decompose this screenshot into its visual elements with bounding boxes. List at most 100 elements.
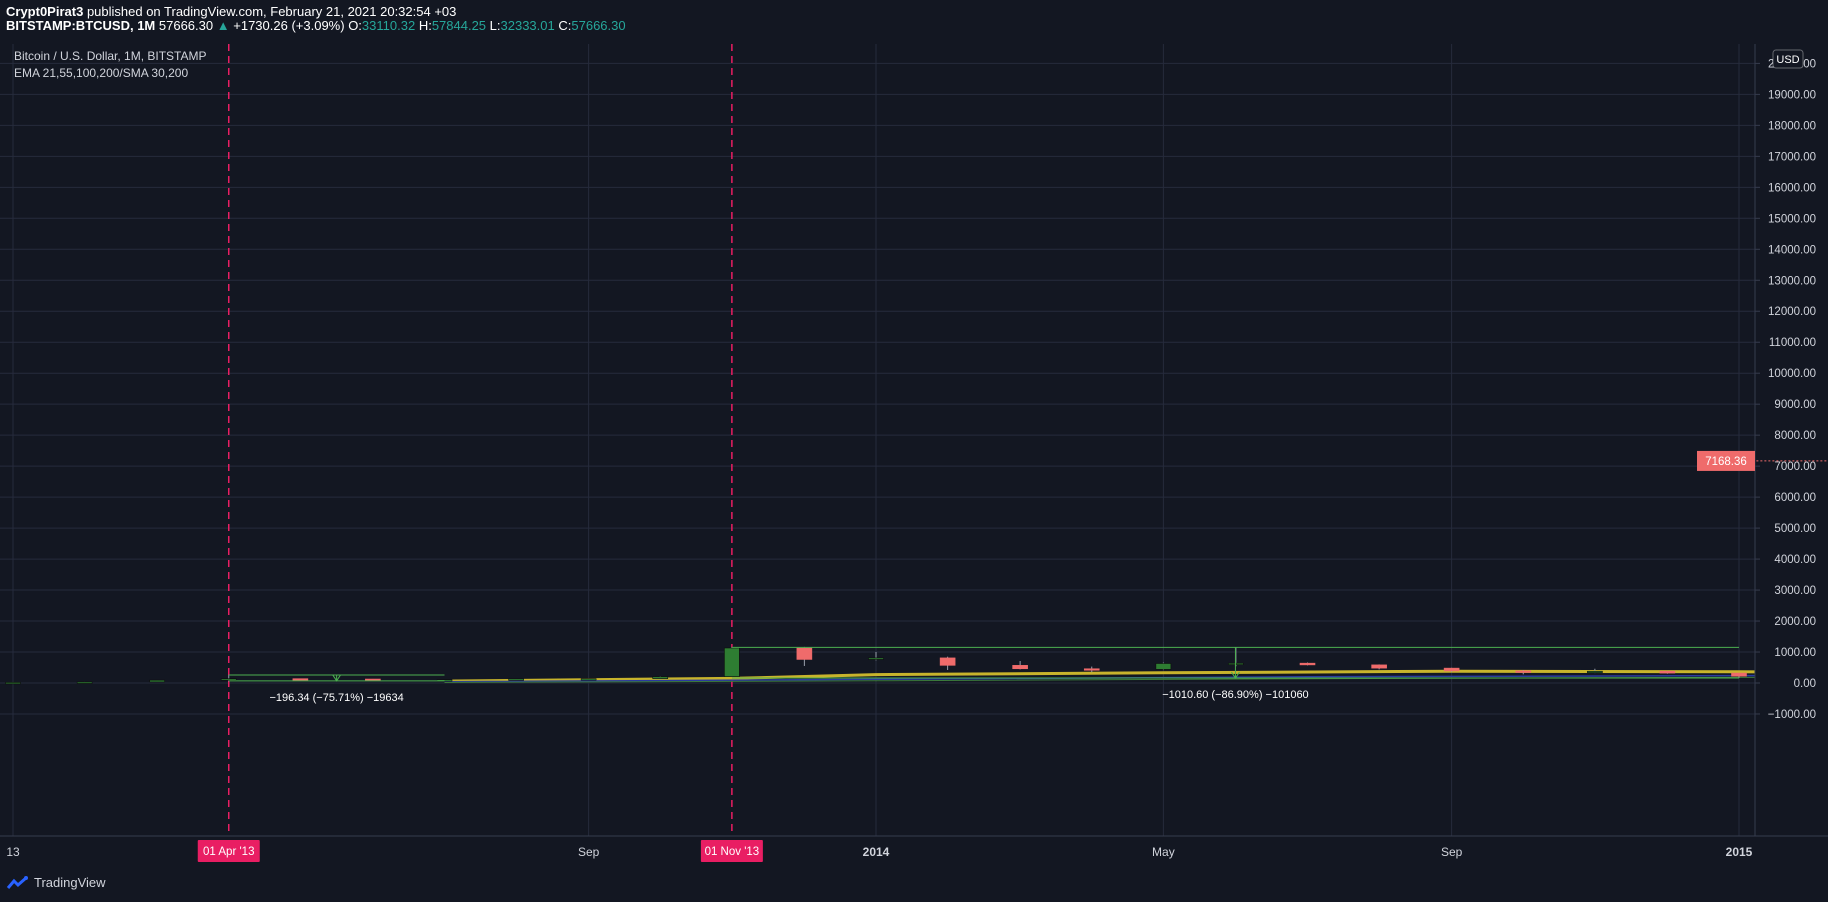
arrow-down-icon [332,674,342,682]
y-tick-label: 8000.00 [1774,430,1816,442]
date-marker-bg [197,840,260,862]
symbol-name: BITSTAMP:BTCUSD, 1M [6,18,156,33]
candle[interactable] [796,646,813,666]
chart-legend: Bitcoin / U.S. Dollar, 1M, BITSTAMP EMA … [14,49,207,80]
date-marker-bg [700,840,763,862]
last-price-badge: 7168.36 [1697,450,1828,471]
candle-body [652,676,669,679]
candle-body [1443,667,1460,672]
y-tick-label: 15000.00 [1768,213,1816,225]
candle-body [1299,662,1316,666]
candle-body [939,657,956,666]
legend-title: Bitcoin / U.S. Dollar, 1M, BITSTAMP [14,49,207,63]
candle[interactable] [292,678,309,681]
candle-body [292,678,309,681]
candle-body [580,678,597,681]
candle-body [149,679,165,683]
measurement-tool: −196.34 (−75.71%) −19634 [228,674,445,704]
legend-indicators: EMA 21,55,100,200/SMA 30,200 [14,66,188,80]
price-chart[interactable]: −196.34 (−75.71%) −19634 −1010.60 (−86.90… [0,44,1828,872]
candle-body [868,657,884,660]
candle[interactable] [652,676,669,680]
price-scale-background [1755,44,1828,836]
candle[interactable] [508,678,524,681]
chart-background [0,44,1828,872]
candle[interactable] [1659,670,1676,674]
date-marker-lines [228,44,733,836]
candle-body [5,682,21,685]
price-axis[interactable]: −1000.00 0.00 1000.00 2000.00 3000.00 4000.00… [1755,58,1816,721]
y-tick-label: −1000.00 [1768,709,1816,721]
candle[interactable] [1012,661,1028,670]
low-value: 32333.01 [500,18,555,33]
candle[interactable] [5,682,21,685]
candle-body [1515,670,1532,673]
y-tick-label: 12000.00 [1768,306,1816,318]
candle-body [724,647,740,677]
candle[interactable] [1587,668,1603,674]
candle[interactable] [1731,672,1747,678]
x-tick-label: 13 [6,845,20,859]
x-tick-label: Sep [1441,845,1463,859]
grid-lines [0,44,1755,836]
y-tick-label: 7000.00 [1774,461,1816,473]
last-price-label: 7168.36 [1705,456,1747,468]
candle-body [1587,670,1603,674]
y-tick-label: 6000.00 [1774,492,1816,504]
close-label: C: [558,18,572,33]
candle[interactable] [1299,662,1316,666]
currency-label: USD [1776,54,1799,66]
y-tick-label: 3000.00 [1774,585,1816,597]
y-tick-label: 19000.00 [1768,89,1816,101]
candle-body [1012,665,1028,670]
price-change: +1730.26 (+3.09%) [233,18,345,33]
x-tick-label: May [1152,845,1175,859]
candle[interactable] [724,647,740,677]
date-marker-badge: 01 Nov '13 [700,840,763,862]
tradingview-logo-icon [6,875,30,890]
measure-label: −196.34 (−75.71%) −19634 [269,692,403,704]
candle[interactable] [1155,662,1172,670]
high-value: 57844.25 [431,18,487,33]
candle[interactable] [1083,666,1100,673]
y-tick-label: 1000.00 [1774,647,1816,659]
candle[interactable] [868,652,884,661]
y-tick-label: 2000.00 [1774,616,1816,628]
currency-badge[interactable]: USD [1772,49,1804,69]
candle[interactable] [580,678,597,681]
candle-body [76,681,93,684]
y-tick-label: 14000.00 [1768,244,1816,256]
candle[interactable] [939,656,956,670]
candle[interactable] [1443,667,1460,673]
open-label: O: [348,18,362,33]
arrow-down-icon [1231,671,1240,679]
x-tick-label: 2014 [863,845,890,859]
candle[interactable] [1371,664,1387,670]
publish-line: Crypt0Pirat3 published on TradingView.co… [6,4,456,19]
close-value: 57666.30 [571,18,626,33]
open-value: 33110.32 [361,18,416,33]
footer-brand-label: TradingView [34,875,106,890]
measurement-tool: −1010.60 (−86.90%) −101060 [731,646,1739,701]
y-tick-label: 17000.00 [1768,151,1816,163]
candle-body [1083,668,1100,671]
published-text: published on TradingView.com, February 2… [86,4,457,19]
date-marker-label: 01 Nov '13 [705,846,760,858]
time-axis[interactable]: 13Sep2014MaySep2015MaySep2016MaySep2017M… [6,845,1828,859]
x-tick-label: 2015 [1726,845,1753,859]
measurements: −196.34 (−75.71%) −19634 −1010.60 (−86.90… [228,646,1739,704]
candle-body [1371,664,1387,669]
candle[interactable] [149,679,165,683]
date-marker-label: 01 Apr '13 [203,846,254,858]
y-tick-label: 10000.00 [1768,368,1816,380]
candle[interactable] [365,678,381,681]
candle[interactable] [1515,669,1532,675]
y-tick-label: 9000.00 [1774,399,1816,411]
candle[interactable] [76,681,93,684]
y-tick-label: 13000.00 [1768,275,1816,287]
author-name[interactable]: Crypt0Pirat3 [6,4,84,19]
candle-body [508,678,524,681]
y-tick-label: 11000.00 [1769,337,1816,349]
footer-brand[interactable]: TradingView [6,875,106,890]
